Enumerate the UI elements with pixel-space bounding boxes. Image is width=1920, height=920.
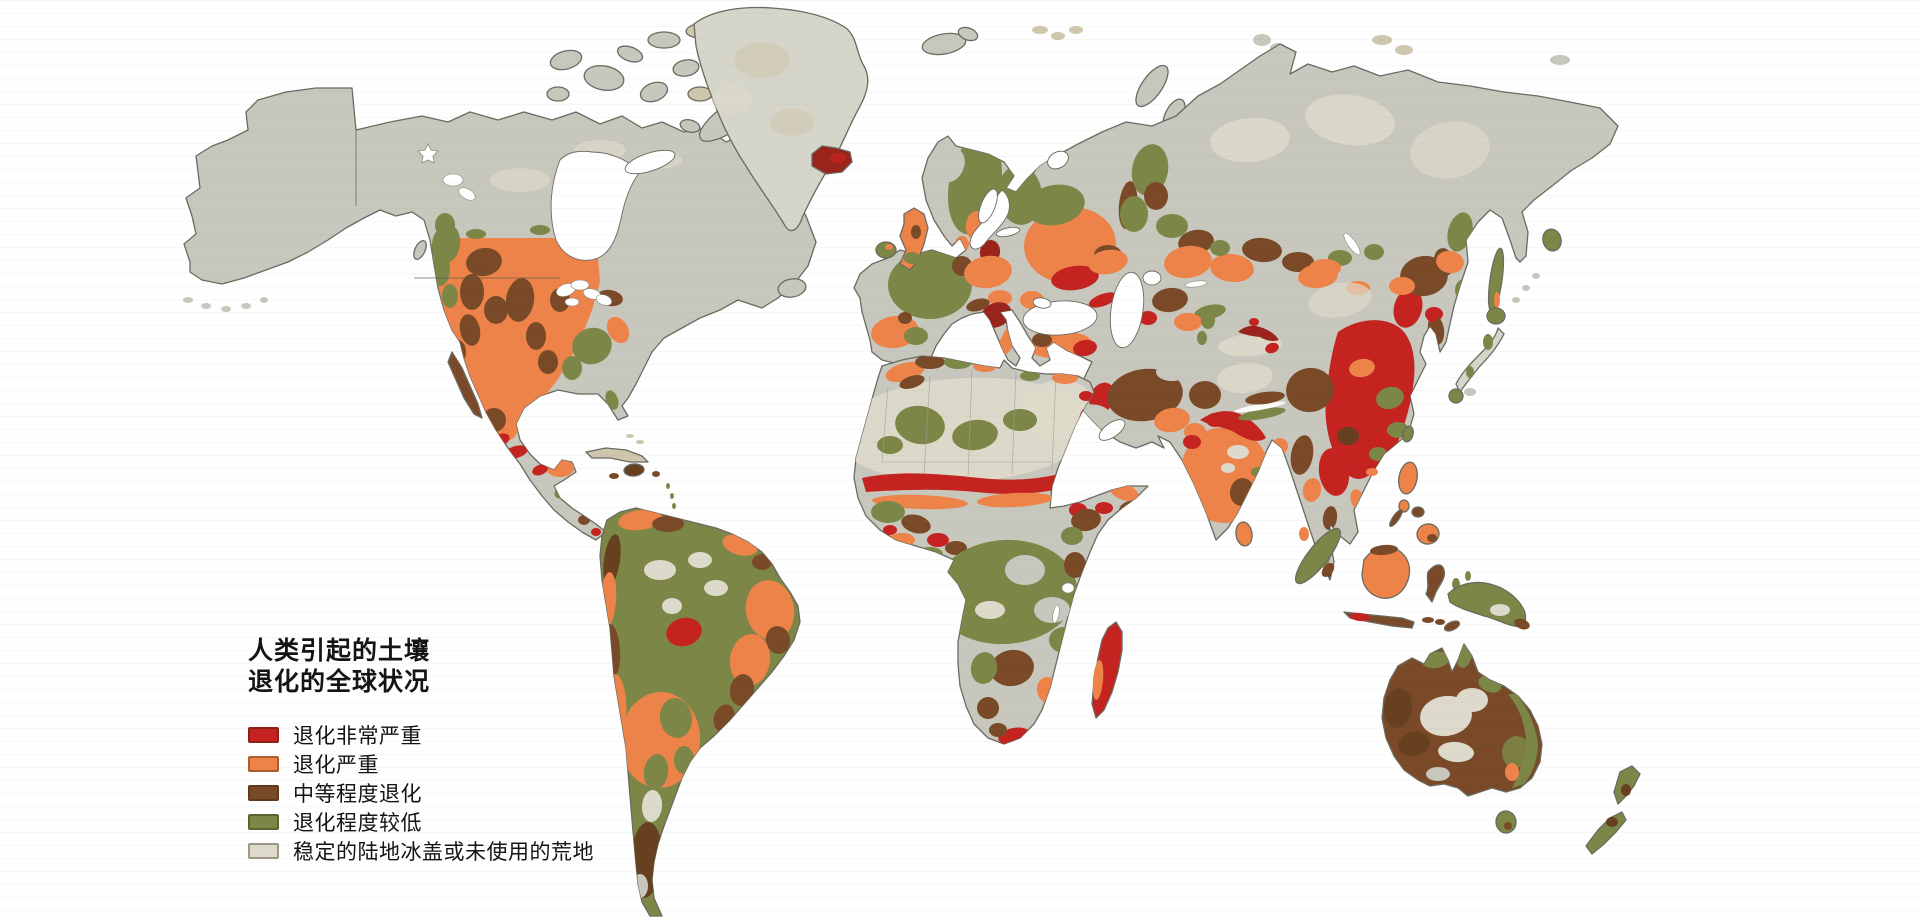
- iceland: [811, 145, 853, 175]
- south-america: [599, 507, 801, 917]
- tasmania: [1495, 810, 1517, 834]
- legend-swatch-severe: [248, 755, 279, 772]
- aleutian-islands: [183, 297, 268, 312]
- eurasia: [853, 43, 1619, 581]
- baja-peninsula: [447, 351, 483, 419]
- hokkaido: [1486, 307, 1506, 325]
- madagascar: [1091, 621, 1123, 719]
- cuba: [585, 447, 649, 463]
- hainan: [1366, 468, 1378, 476]
- borneo: [1361, 546, 1411, 599]
- black-sea: [1022, 300, 1098, 336]
- new-guinea: [1447, 581, 1530, 630]
- legend-label: 退化严重: [293, 753, 379, 777]
- australia-patches: [1383, 644, 1538, 788]
- legend-rows: 退化非常严重 退化严重 中等程度退化 退化程度较低 稳定的陆地冰盖或未使用的荒地: [248, 720, 594, 865]
- map-legend: 人类引起的土壤 退化的全球状况 退化非常严重 退化严重 中等程度退化 退化程度较…: [248, 636, 594, 865]
- map-title-line2: 退化的全球状况: [248, 668, 431, 696]
- map-star-symbol: [417, 143, 439, 164]
- novaya-zemlya: [1135, 64, 1169, 108]
- map-title-line1: 人类引起的土壤: [248, 637, 431, 665]
- greenland: [693, 6, 869, 232]
- africa: [853, 355, 1149, 745]
- nz-south-island: [1585, 811, 1627, 855]
- legend-label: 退化非常严重: [293, 724, 422, 748]
- taiwan: [1402, 425, 1414, 443]
- kyushu: [1448, 388, 1464, 404]
- timor: [1443, 620, 1461, 632]
- honshu: [1455, 327, 1505, 393]
- legend-swatch-moderate: [248, 784, 279, 801]
- legend-swatch-stable: [248, 842, 279, 859]
- hispaniola: [623, 463, 645, 477]
- sumatra: [1294, 527, 1342, 585]
- legend-item-low: 退化程度较低: [248, 807, 594, 836]
- japan-and-east-asia-islands: [1366, 228, 1562, 476]
- legend-swatch-very-severe: [248, 726, 279, 743]
- legend-label: 稳定的陆地冰盖或未使用的荒地: [293, 840, 594, 864]
- legend-item-stable: 稳定的陆地冰盖或未使用的荒地: [248, 836, 594, 865]
- new-zealand: [1585, 765, 1641, 855]
- north-america: [183, 87, 817, 541]
- legend-item-very-severe: 退化非常严重: [248, 720, 594, 749]
- legend-swatch-low: [248, 813, 279, 830]
- persian-gulf: [1098, 419, 1126, 441]
- sri-lanka: [1235, 521, 1253, 547]
- australia: [1381, 643, 1543, 834]
- indonesia: [1294, 527, 1471, 632]
- africa-patches: [854, 356, 1141, 744]
- aral-sea: [1142, 270, 1162, 286]
- caribbean-islands: [585, 434, 676, 509]
- map-title: 人类引起的土壤 退化的全球状况: [248, 636, 594, 698]
- philippines: [1389, 461, 1440, 545]
- legend-item-severe: 退化严重: [248, 749, 594, 778]
- legend-item-moderate: 中等程度退化: [248, 778, 594, 807]
- sulawesi: [1425, 564, 1446, 603]
- caspian-sea: [1109, 271, 1145, 349]
- country-borders: [881, 369, 1057, 479]
- british-isles: [875, 207, 929, 271]
- legend-label: 中等程度退化: [293, 782, 422, 806]
- legend-label: 退化程度较低: [293, 811, 422, 835]
